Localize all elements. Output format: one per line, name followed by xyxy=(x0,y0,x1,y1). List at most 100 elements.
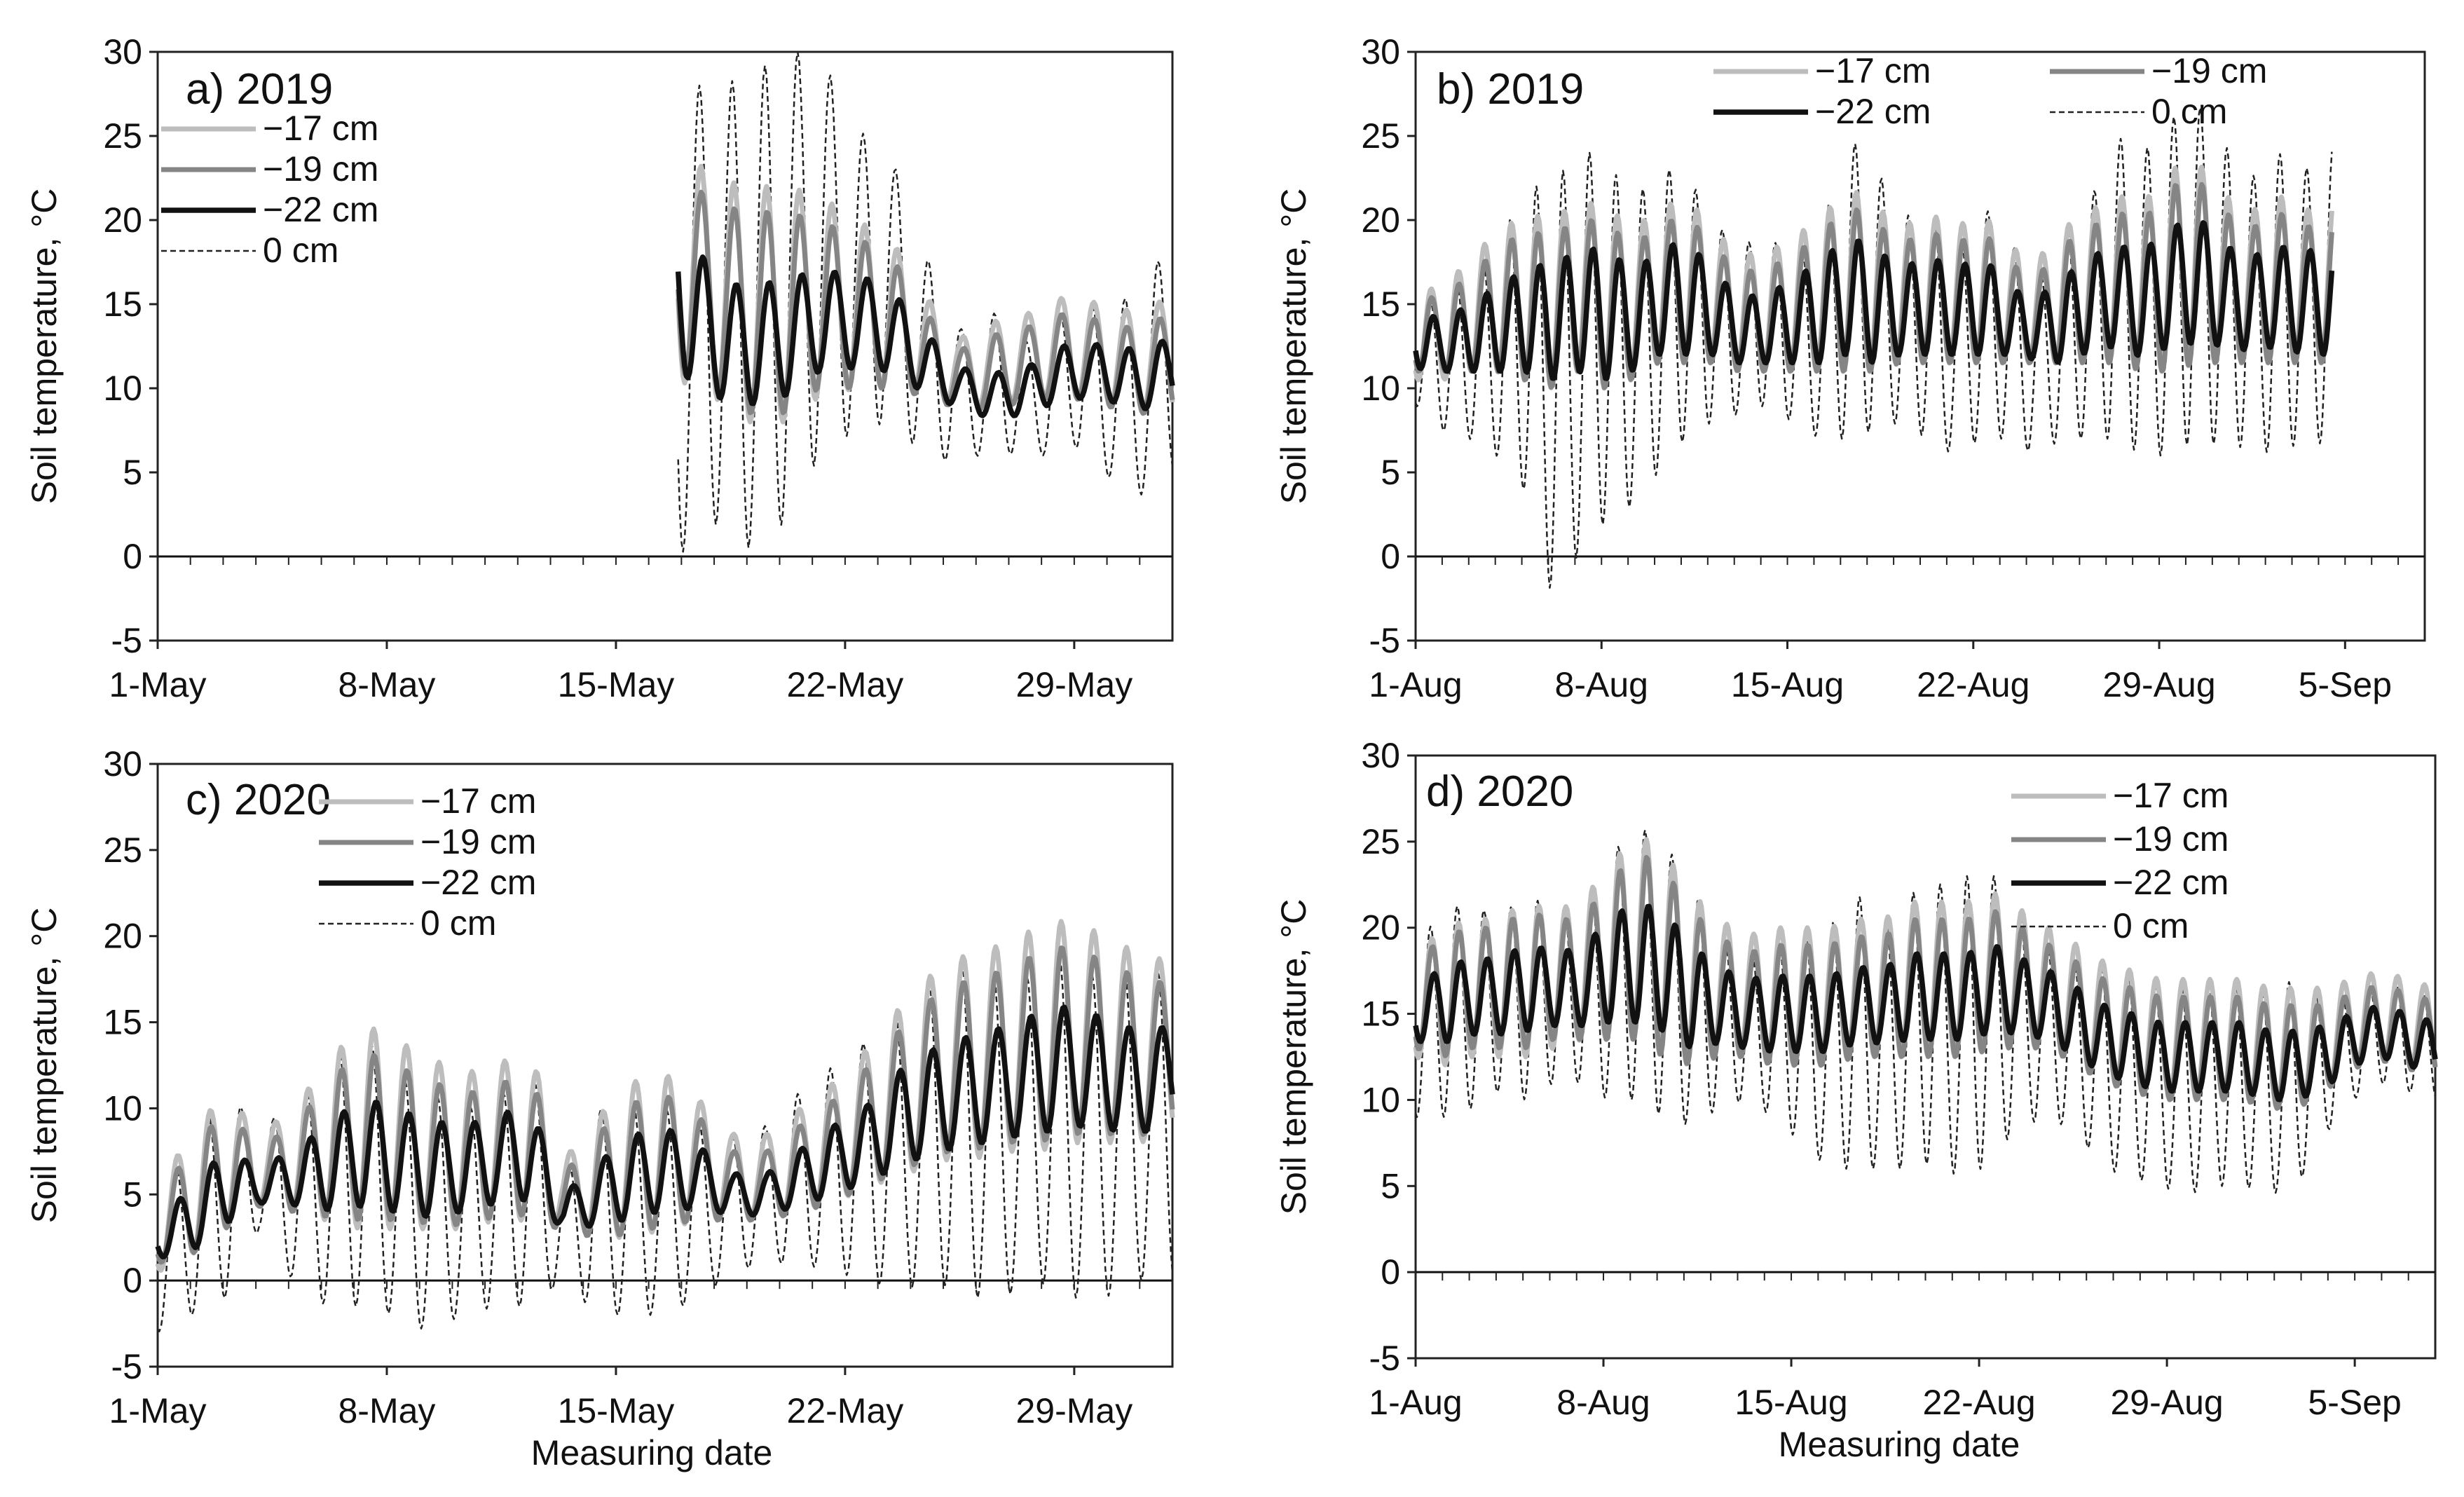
series-line-22cmcm xyxy=(675,254,1175,418)
y-tick-label: -5 xyxy=(111,1347,142,1386)
x-tick-label: 15-May xyxy=(558,665,675,704)
legend-label: −17 cm xyxy=(1815,51,1931,90)
x-tick-label: 22-May xyxy=(787,665,904,704)
y-axis-title: Soil temperature, °C xyxy=(25,189,64,505)
y-tick-label: 25 xyxy=(103,116,142,156)
y-tick-label: 5 xyxy=(1381,453,1400,492)
legend: −17 cm−19 cm−22 cm0 cm xyxy=(161,109,378,270)
y-tick-label: 30 xyxy=(1361,32,1400,71)
y-axis-title: Soil temperature, °C xyxy=(1274,899,1313,1215)
legend-label: 0 cm xyxy=(420,903,496,943)
y-tick-label: 15 xyxy=(103,285,142,324)
y-tick-label: 20 xyxy=(1361,200,1400,240)
y-tick-label: 25 xyxy=(103,830,142,870)
legend-label: −17 cm xyxy=(263,109,378,148)
y-tick-label: 15 xyxy=(103,1003,142,1042)
y-axis-title: Soil temperature, °C xyxy=(1274,189,1313,505)
plot-frame xyxy=(156,763,1174,1368)
series-line-0cmcm xyxy=(677,50,1174,553)
legend-label: −17 cm xyxy=(420,781,536,821)
plot-frame xyxy=(156,50,1174,642)
y-tick-label: 25 xyxy=(1361,822,1400,861)
y-tick-label: -5 xyxy=(1369,621,1400,660)
series-line-22cmcm xyxy=(1413,903,2438,1102)
series-line-19cmcm xyxy=(676,189,1175,416)
legend-label: −19 cm xyxy=(2151,51,2267,90)
series-line-22cmcm xyxy=(155,1004,1175,1259)
legend-label: 0 cm xyxy=(2113,906,2189,945)
y-tick-label: 10 xyxy=(103,369,142,408)
y-tick-label: 10 xyxy=(103,1088,142,1128)
y-tick-label: 10 xyxy=(1361,369,1400,408)
y-tick-label: 30 xyxy=(103,32,142,71)
y-tick-label: 5 xyxy=(123,1175,142,1214)
plot-frame xyxy=(1414,50,2426,642)
x-axis-title: Measuring date xyxy=(1779,1425,2020,1464)
y-tick-label: 10 xyxy=(1361,1080,1400,1119)
legend-label: −17 cm xyxy=(2113,776,2229,815)
legend-label: −22 cm xyxy=(263,190,378,229)
y-tick-label: 30 xyxy=(1361,736,1400,775)
x-tick-label: 8-May xyxy=(338,1391,436,1430)
y-tick-label: 25 xyxy=(1361,116,1400,156)
x-tick-label: 5-Sep xyxy=(2308,1383,2401,1422)
x-tick-label: 1-May xyxy=(109,665,207,704)
panel-title: a) 2019 xyxy=(186,65,333,114)
legend: −17 cm−19 cm−22 cm0 cm xyxy=(319,781,536,943)
legend-label: −22 cm xyxy=(420,863,536,902)
series-line-22cmcm xyxy=(1413,220,2335,381)
x-tick-label: 1-Aug xyxy=(1369,1383,1462,1422)
legend: −17 cm −19 cm −22 cm 0 cm xyxy=(1713,51,2267,131)
x-tick-label: 15-Aug xyxy=(1734,1383,1847,1422)
y-tick-label: 0 xyxy=(123,1261,142,1300)
x-tick-label: 8-Aug xyxy=(1556,1383,1650,1422)
panel-4: -5 0 5 10 15 20 25 30 1-Aug 8-Aug 15-Aug 22-Aug 29-A… xyxy=(1274,736,2438,1464)
y-tick-label: 15 xyxy=(1361,285,1400,324)
y-tick-label: 20 xyxy=(103,917,142,956)
y-tick-label: 15 xyxy=(1361,994,1400,1034)
panel-title: b) 2019 xyxy=(1437,65,1584,114)
x-tick-label: 29-Aug xyxy=(2102,665,2215,704)
x-axis-title: Measuring date xyxy=(531,1433,773,1472)
y-tick-label: 0 xyxy=(123,537,142,576)
legend-label: 0 cm xyxy=(2151,92,2227,131)
x-tick-label: 29-Aug xyxy=(2110,1383,2223,1422)
x-tick-label: 1-May xyxy=(109,1391,207,1430)
legend: −17 cm −19 cm −22 cm 0 cm xyxy=(2011,776,2229,945)
y-tick-label: 5 xyxy=(1381,1166,1400,1205)
legend-label: 0 cm xyxy=(263,231,338,270)
y-tick-label: 0 xyxy=(1381,537,1400,576)
panel-title: d) 2020 xyxy=(1426,767,1573,816)
x-tick-label: 29-May xyxy=(1016,1391,1133,1430)
x-tick-label: 8-May xyxy=(338,665,436,704)
panel-3: -5 0 5 10 15 20 25 30 1-May 8-May 15-May 22-May 29-M… xyxy=(25,744,1175,1472)
y-tick-label: 5 xyxy=(123,453,142,492)
legend-label: −19 cm xyxy=(420,822,536,861)
y-tick-label: 20 xyxy=(1361,908,1400,948)
x-tick-label: 1-Aug xyxy=(1369,665,1462,704)
legend-label: −19 cm xyxy=(263,149,378,189)
x-tick-label: 5-Sep xyxy=(2299,665,2392,704)
y-axis-title: Soil temperature, °C xyxy=(25,908,64,1224)
panel-1: -5 0 5 10 15 20 25 30 1-May 8-May 15-May 22-May 29-M… xyxy=(25,32,1175,704)
series-line-17cmcm xyxy=(676,163,1175,425)
x-tick-label: 15-Aug xyxy=(1731,665,1844,704)
x-tick-label: 8-Aug xyxy=(1555,665,1648,704)
series-line-19cmcm xyxy=(1413,854,2438,1111)
y-tick-label: 20 xyxy=(103,200,142,240)
y-tick-label: 0 xyxy=(1381,1252,1400,1292)
x-tick-label: 15-May xyxy=(558,1391,675,1430)
panel-2: -5 0 5 10 15 20 25 30 1-Aug 8-Aug 15-Aug 22-Aug 29-A… xyxy=(1274,32,2426,704)
y-tick-label: -5 xyxy=(1369,1339,1400,1378)
x-tick-label: 29-May xyxy=(1016,665,1133,704)
y-tick-label: -5 xyxy=(111,621,142,660)
x-tick-label: 22-May xyxy=(787,1391,904,1430)
y-tick-label: 30 xyxy=(103,744,142,784)
x-tick-label: 22-Aug xyxy=(1922,1383,2035,1422)
legend-label: −19 cm xyxy=(2113,819,2229,859)
x-tick-label: 22-Aug xyxy=(1917,665,2030,704)
legend-label: −22 cm xyxy=(1815,92,1931,131)
legend-label: −22 cm xyxy=(2113,863,2229,902)
panel-title: c) 2020 xyxy=(186,776,331,824)
